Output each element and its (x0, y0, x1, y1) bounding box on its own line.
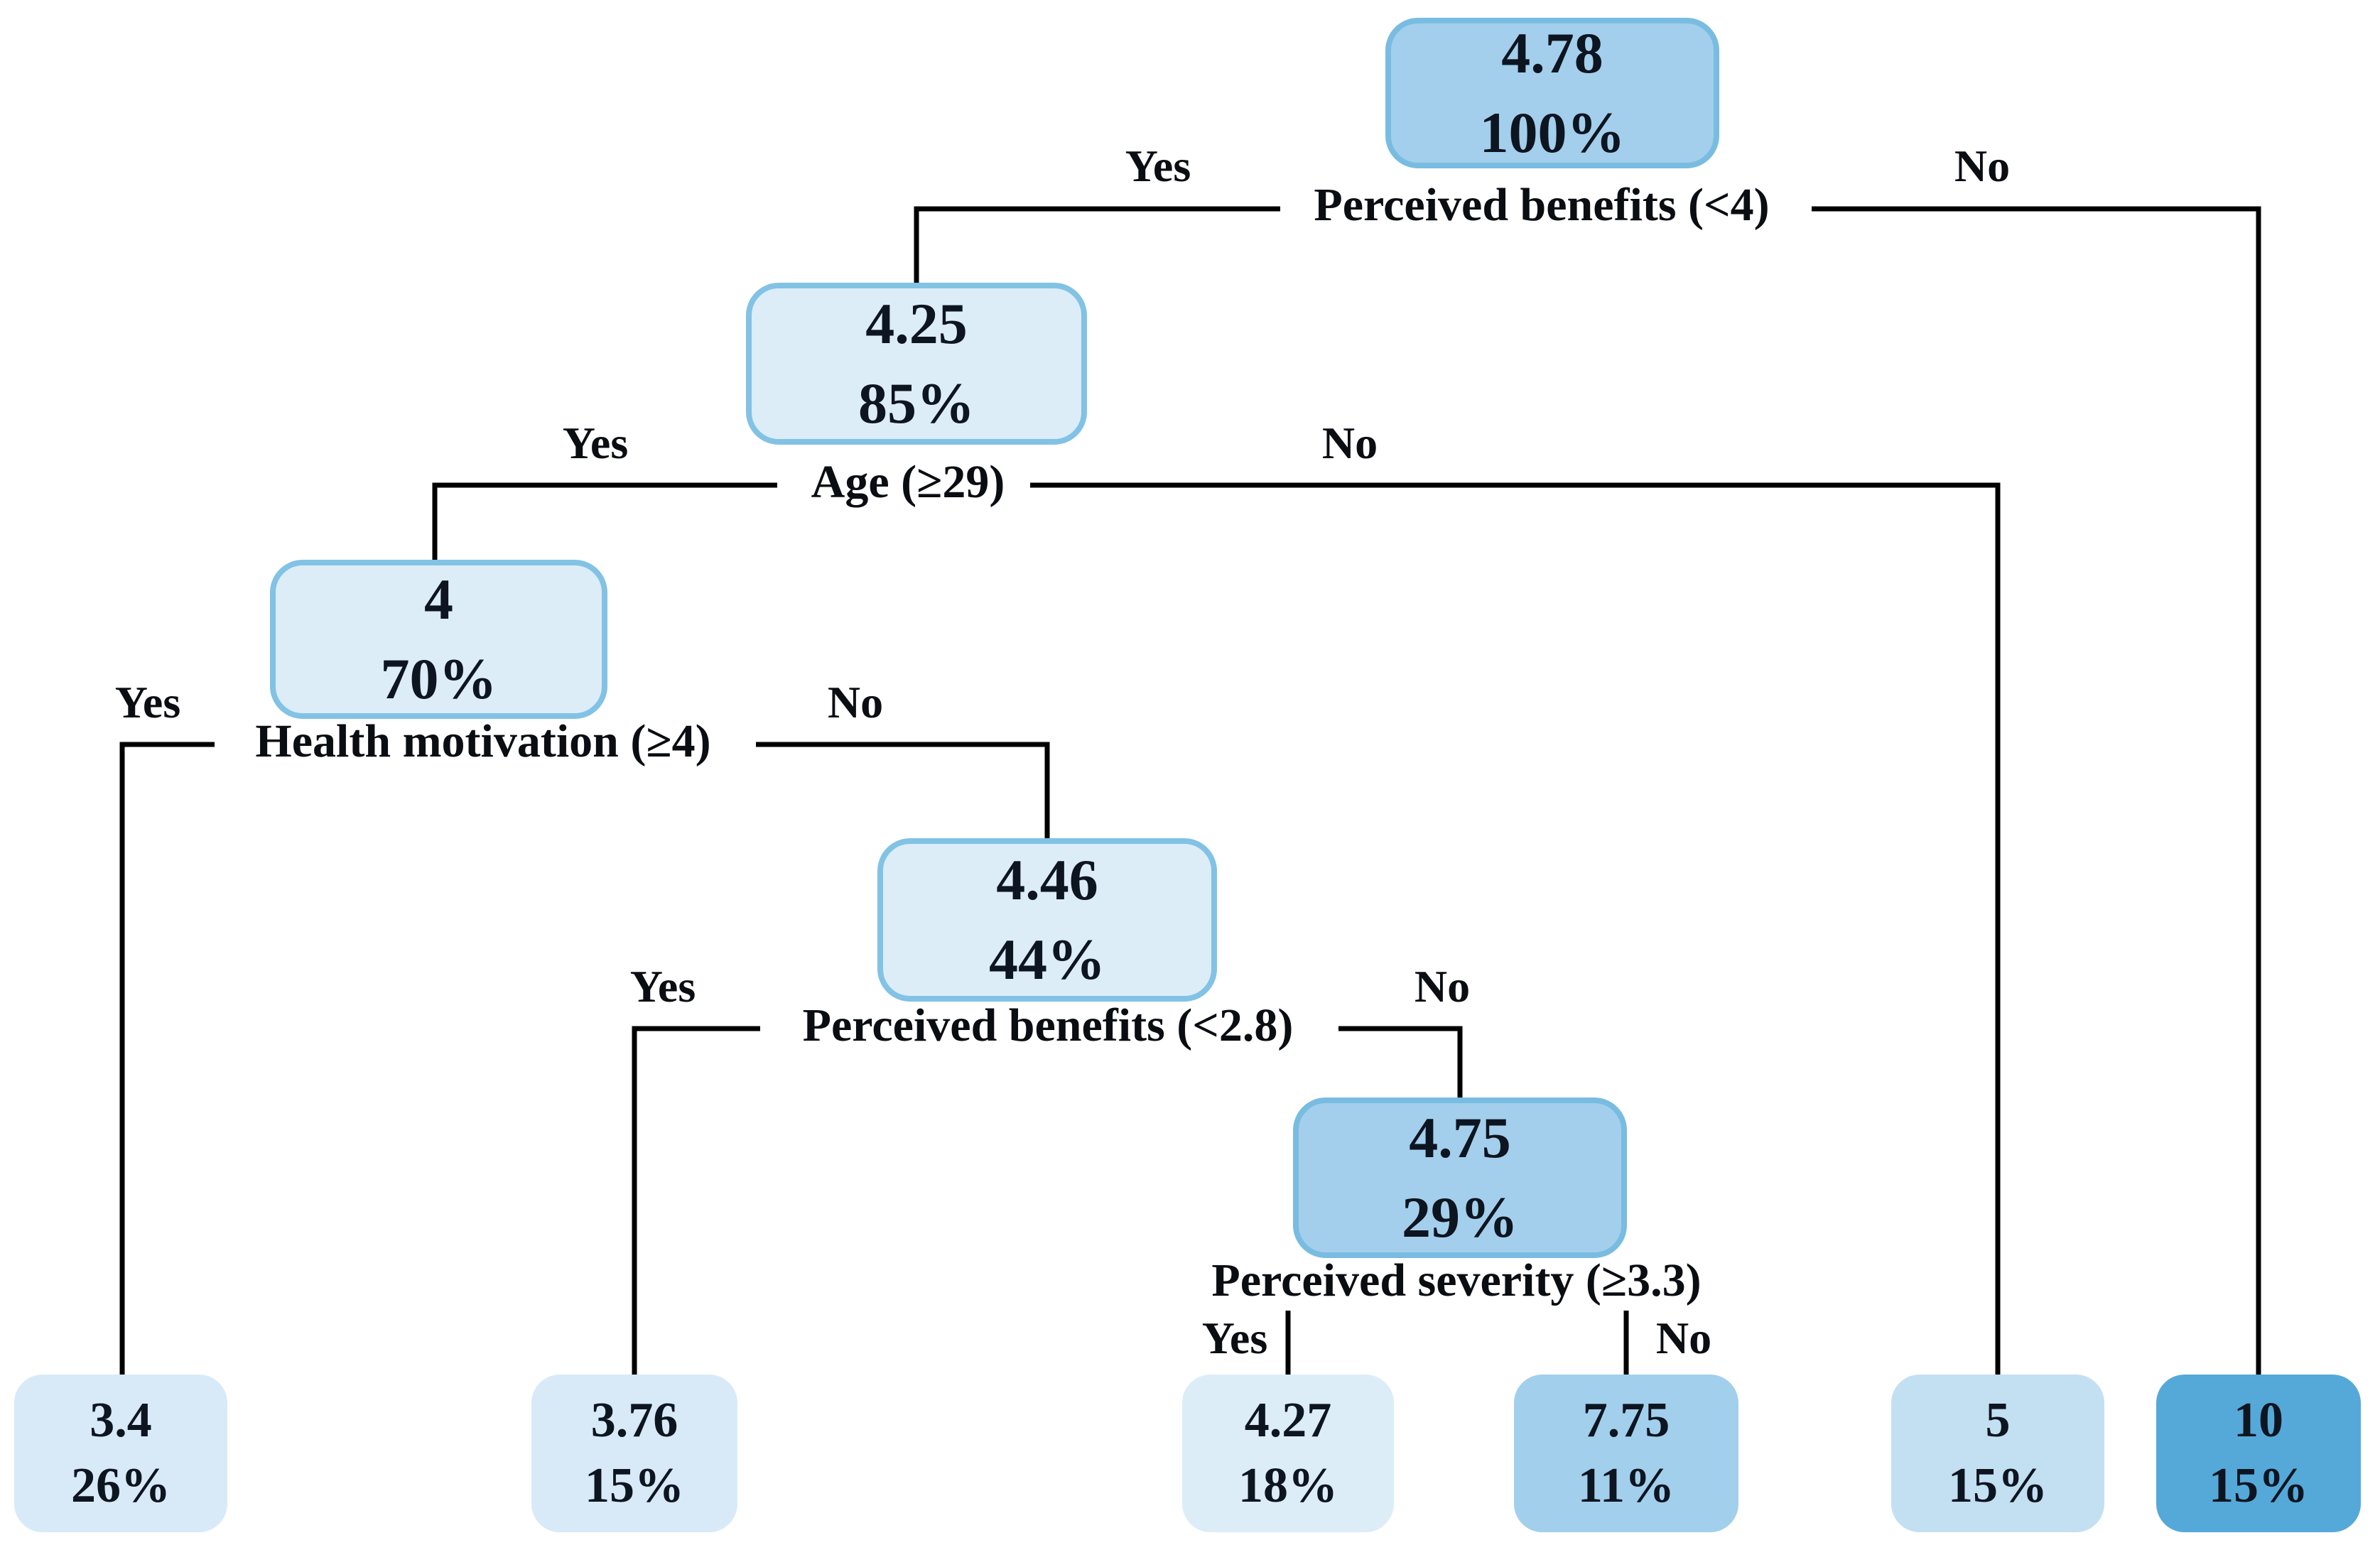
leaf-7-75: 7.75 11% (1514, 1375, 1738, 1532)
node-percent: 15% (2209, 1458, 2308, 1513)
node-severity: 4.75 29% (1293, 1098, 1627, 1258)
branch-label-severity33-no: No (1655, 1313, 1712, 1363)
leaf-10: 10 15% (2156, 1375, 2361, 1532)
branch-label-benefits28-yes: Yes (629, 961, 696, 1012)
node-value: 4.25 (865, 291, 968, 356)
split-label-perceived-benefits-28: Perceived benefits (<2.8) (802, 999, 1294, 1051)
node-root: 4.78 100% (1385, 18, 1719, 168)
branch-label-benefits4-no: No (1954, 141, 2011, 191)
node-percent: 44% (989, 927, 1105, 992)
branch-label-benefits28-no: No (1414, 961, 1471, 1012)
branch-label-health4-yes: Yes (114, 677, 181, 727)
edge-age29-no (1030, 482, 2001, 1378)
node-percent: 29% (1402, 1185, 1518, 1250)
node-percent: 15% (1948, 1458, 2048, 1513)
split-label-age-29: Age (≥29) (811, 456, 1005, 508)
node-value: 10 (2234, 1393, 2283, 1448)
split-label-perceived-benefits-4: Perceived benefits (<4) (1314, 179, 1770, 231)
split-label-perceived-severity-33: Perceived severity (≥3.3) (1211, 1254, 1702, 1306)
node-value: 3.4 (90, 1393, 152, 1448)
split-label-health-motivation-4: Health motivation (≥4) (255, 715, 711, 767)
edge-age29-yes (432, 482, 777, 563)
leaf-5: 5 15% (1891, 1375, 2104, 1532)
branch-label-severity33-yes: Yes (1201, 1313, 1268, 1363)
branch-label-age29-yes: Yes (562, 418, 629, 468)
node-value: 4.78 (1501, 21, 1603, 85)
branch-label-benefits4-yes: Yes (1125, 141, 1191, 191)
edge-health4-no (756, 742, 1050, 841)
node-percent: 100% (1479, 100, 1626, 165)
node-value: 5 (1985, 1393, 2011, 1448)
branch-label-age29-no: No (1321, 418, 1378, 468)
node-value: 3.76 (590, 1393, 678, 1448)
edge-benefits28-yes (632, 1026, 760, 1378)
leaf-3-76: 3.76 15% (531, 1375, 737, 1532)
node-value: 4.27 (1244, 1393, 1332, 1448)
edge-health4-yes (119, 742, 215, 1378)
edge-benefits28-no (1338, 1026, 1463, 1100)
node-value: 4.46 (996, 847, 1098, 912)
edge-benefits4-yes (914, 206, 1280, 286)
node-percent: 26% (71, 1458, 171, 1513)
node-benefits-28: 4.46 44% (877, 838, 1217, 1002)
node-percent: 85% (858, 371, 975, 435)
leaf-3-4: 3.4 26% (14, 1375, 227, 1532)
node-value: 4 (424, 567, 453, 632)
node-age: 4.25 85% (746, 283, 1087, 445)
node-percent: 70% (380, 646, 497, 711)
branch-label-health4-no: No (827, 677, 884, 727)
node-health-motivation: 4 70% (270, 560, 607, 719)
leaf-4-27: 4.27 18% (1182, 1375, 1394, 1532)
node-percent: 15% (585, 1458, 684, 1513)
node-value: 4.75 (1409, 1105, 1511, 1170)
node-value: 7.75 (1582, 1393, 1670, 1448)
node-percent: 11% (1577, 1458, 1675, 1513)
node-percent: 18% (1238, 1458, 1338, 1513)
edge-benefits4-no (1812, 206, 2261, 1378)
